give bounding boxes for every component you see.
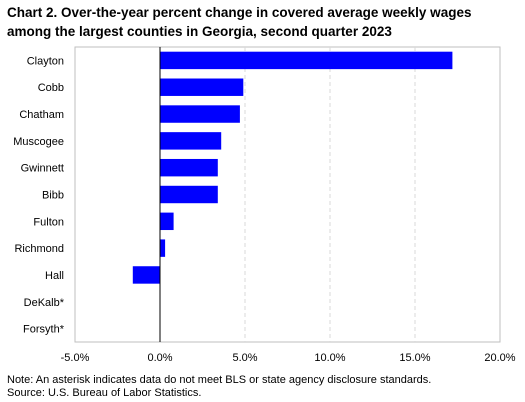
chart-title: Chart 2. Over-the-year percent change in… [7, 5, 472, 39]
bar [160, 239, 166, 257]
bar [160, 78, 244, 96]
y-category-label: Cobb [38, 82, 64, 94]
y-category-label: Hall [45, 270, 64, 282]
y-category-label: Chatham [19, 109, 64, 121]
y-category-label: Richmond [14, 243, 64, 255]
footnote: Note: An asterisk indicates data do not … [7, 374, 432, 386]
y-category-label: Forsyth* [23, 324, 65, 336]
bar [132, 266, 160, 284]
x-tick-label: -5.0% [61, 352, 90, 364]
x-tick-label: 10.0% [314, 352, 345, 364]
y-category-label: Fulton [33, 216, 64, 228]
y-category-label: Gwinnett [21, 163, 64, 175]
bar [160, 132, 222, 150]
bar [160, 105, 240, 123]
y-category-label: Bibb [42, 190, 64, 202]
y-category-label: DeKalb* [24, 297, 65, 309]
x-tick-label: 0.0% [147, 352, 172, 364]
x-tick-label: 15.0% [399, 352, 430, 364]
x-tick-label: 5.0% [232, 352, 257, 364]
y-category-label: Muscogee [13, 136, 64, 148]
x-tick-label: 20.0% [484, 352, 515, 364]
bar [160, 158, 218, 177]
bar [160, 212, 174, 231]
plot-area-border [74, 46, 501, 343]
bar [160, 185, 218, 204]
source-note: Source: U.S. Bureau of Labor Statistics. [7, 387, 202, 399]
y-category-label: Clayton [27, 55, 64, 67]
bar [160, 51, 453, 70]
